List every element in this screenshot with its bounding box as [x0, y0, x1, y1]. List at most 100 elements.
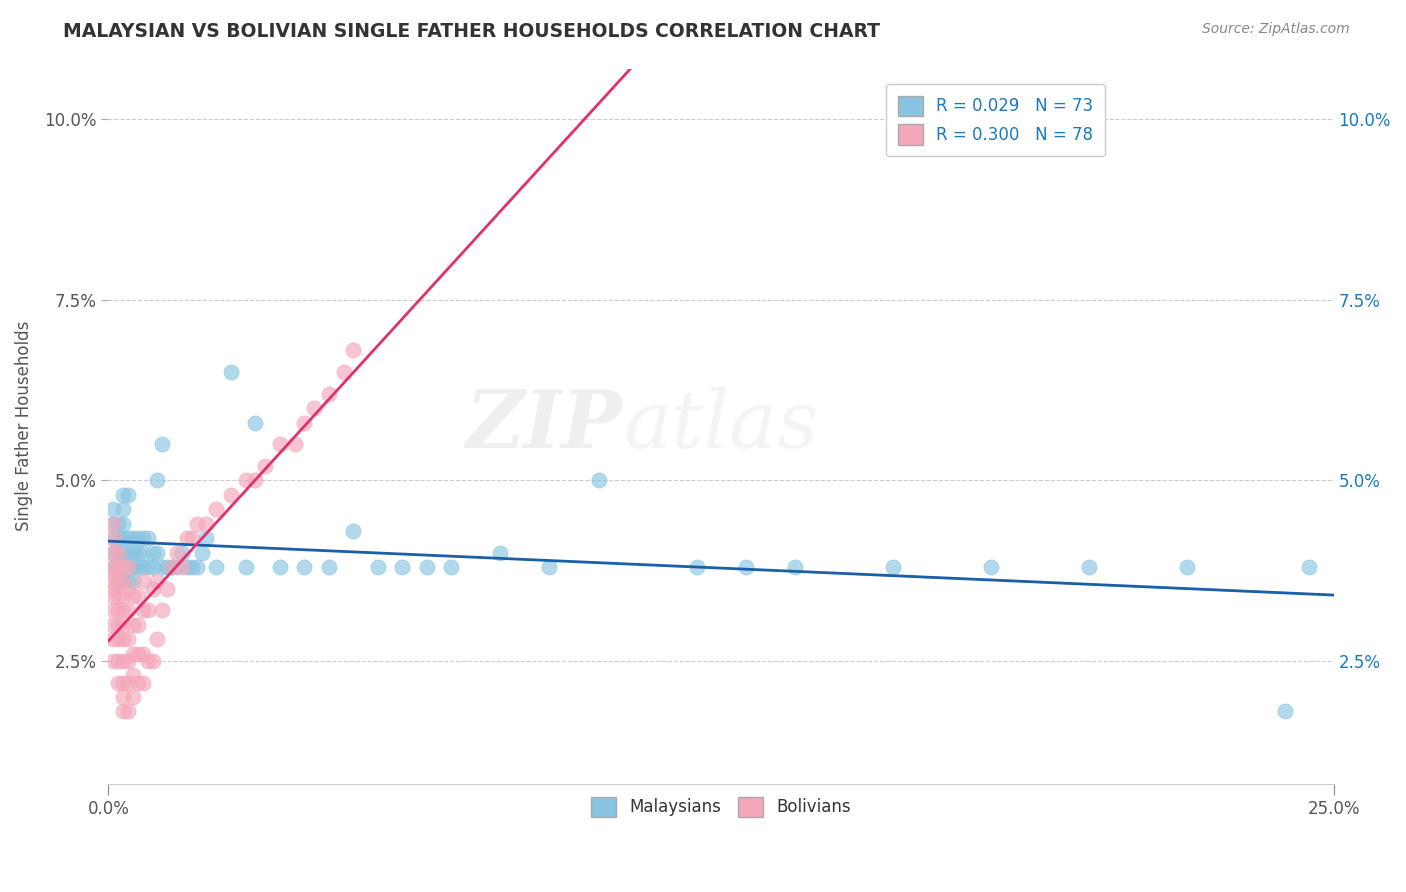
Point [122, 617, 145, 632]
Point [122, 668, 145, 682]
Point [146, 632, 169, 647]
Point [103, 516, 125, 531]
Point [112, 705, 135, 719]
Point [117, 531, 139, 545]
Point [132, 560, 155, 574]
Point [180, 560, 202, 574]
Point [117, 545, 139, 559]
Point [146, 545, 169, 559]
Point [156, 582, 179, 596]
Point [127, 617, 149, 632]
Point [107, 574, 129, 589]
Point [150, 437, 173, 451]
Point [117, 560, 139, 574]
Point [117, 488, 139, 502]
Point [132, 574, 155, 589]
Point [342, 343, 364, 358]
Point [127, 531, 149, 545]
Point [588, 473, 610, 487]
Point [122, 574, 145, 589]
Point [107, 603, 129, 617]
Point [489, 545, 512, 559]
Point [141, 545, 163, 559]
Point [112, 488, 135, 502]
Point [734, 560, 756, 574]
Point [195, 531, 218, 545]
Point [318, 386, 340, 401]
Point [107, 531, 129, 545]
Point [107, 675, 129, 690]
Point [112, 545, 135, 559]
Point [107, 560, 129, 574]
Point [245, 416, 267, 430]
Y-axis label: Single Father Households: Single Father Households [15, 321, 32, 532]
Point [127, 675, 149, 690]
Point [103, 545, 125, 559]
Point [160, 560, 183, 574]
Point [136, 603, 159, 617]
Point [103, 560, 125, 574]
Point [122, 560, 145, 574]
Point [150, 603, 173, 617]
Point [245, 473, 267, 487]
Point [132, 675, 155, 690]
Point [117, 654, 139, 668]
Point [367, 560, 389, 574]
Point [205, 560, 228, 574]
Text: ZIP: ZIP [467, 387, 623, 465]
Point [103, 531, 125, 545]
Point [107, 516, 129, 531]
Point [122, 690, 145, 704]
Point [112, 560, 135, 574]
Point [391, 560, 413, 574]
Point [107, 617, 129, 632]
Point [1298, 560, 1320, 574]
Point [783, 560, 806, 574]
Point [176, 531, 198, 545]
Point [882, 560, 904, 574]
Point [107, 632, 129, 647]
Point [284, 437, 307, 451]
Point [103, 654, 125, 668]
Point [132, 603, 155, 617]
Point [103, 574, 125, 589]
Point [219, 488, 242, 502]
Point [103, 617, 125, 632]
Point [136, 531, 159, 545]
Point [117, 603, 139, 617]
Point [112, 603, 135, 617]
Point [166, 560, 188, 574]
Point [235, 473, 257, 487]
Point [107, 560, 129, 574]
Point [112, 690, 135, 704]
Point [685, 560, 707, 574]
Point [136, 560, 159, 574]
Point [150, 560, 173, 574]
Point [107, 589, 129, 603]
Point [186, 560, 208, 574]
Point [132, 545, 155, 559]
Point [166, 545, 188, 559]
Point [117, 560, 139, 574]
Point [269, 560, 291, 574]
Point [132, 647, 155, 661]
Point [219, 365, 242, 379]
Point [416, 560, 439, 574]
Point [170, 560, 193, 574]
Point [538, 560, 561, 574]
Point [112, 531, 135, 545]
Point [122, 647, 145, 661]
Point [112, 632, 135, 647]
Point [294, 416, 316, 430]
Point [122, 589, 145, 603]
Point [141, 582, 163, 596]
Point [176, 560, 198, 574]
Point [180, 531, 202, 545]
Point [195, 516, 218, 531]
Point [112, 516, 135, 531]
Point [156, 560, 179, 574]
Point [190, 545, 212, 559]
Point [146, 574, 169, 589]
Point [103, 516, 125, 531]
Point [117, 705, 139, 719]
